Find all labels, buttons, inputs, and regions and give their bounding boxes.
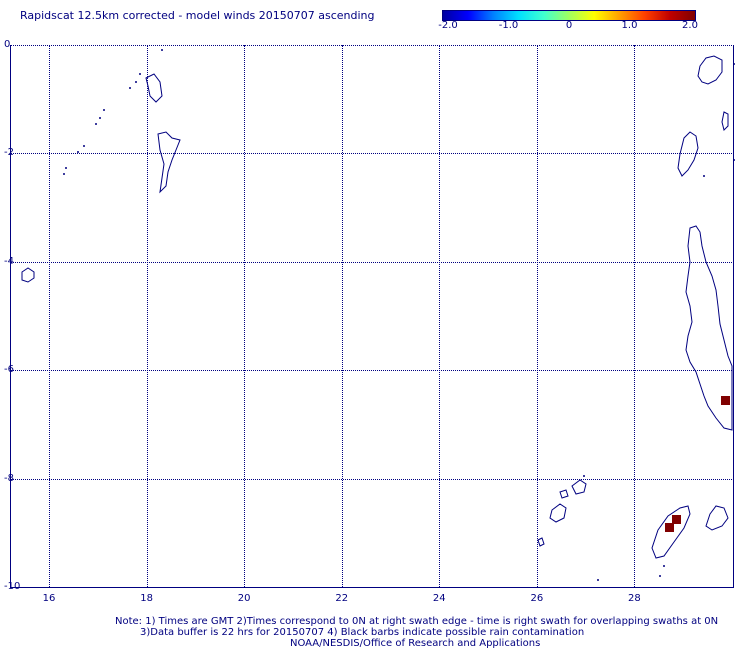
lake-lower-right-1 — [651, 505, 691, 559]
lake-upper-right-3 — [721, 111, 729, 131]
colorbar — [442, 10, 696, 21]
latitude-gridline — [10, 261, 732, 263]
longitude-label: 22 — [335, 593, 349, 604]
latitude-label: -10 — [4, 581, 21, 592]
lake-lower-right-2 — [705, 505, 729, 531]
longitude-gridline — [439, 45, 441, 587]
longitude-label: 24 — [432, 593, 446, 604]
lake-cluster-3 — [559, 489, 569, 499]
chart-title: Rapidscat 12.5km corrected - model winds… — [20, 9, 375, 22]
note-line-2: 3)Data buffer is 22 hrs for 20150707 4) … — [140, 627, 585, 638]
note-line-1: Note: 1) Times are GMT 2)Times correspon… — [115, 616, 719, 627]
note-line-3: NOAA/NESDIS/Office of Research and Appli… — [290, 638, 541, 649]
latitude-gridline — [10, 478, 732, 480]
latitude-gridline — [10, 153, 732, 155]
lake-tanganyika-outline — [685, 225, 733, 431]
lake-cluster-4 — [537, 537, 545, 547]
coast-dots — [63, 49, 735, 581]
longitude-gridline — [536, 45, 538, 587]
latitude-label: -2 — [4, 147, 14, 159]
latitude-gridline — [10, 45, 732, 46]
wind-cell — [671, 515, 681, 525]
lake-left — [21, 267, 35, 283]
longitude-gridline — [146, 45, 148, 587]
wind-cell — [664, 523, 674, 533]
map-plot-area — [10, 45, 734, 588]
lake-cluster-2 — [571, 479, 587, 495]
longitude-gridline — [634, 45, 636, 587]
longitude-gridline — [341, 45, 343, 587]
lake-upper-right-1 — [697, 55, 723, 85]
colorbar-tick-label: -2.0 — [438, 20, 458, 31]
coastlines — [21, 55, 733, 559]
lake-18-1 — [157, 131, 181, 194]
latitude-gridline — [10, 370, 732, 372]
longitude-gridline — [244, 45, 246, 587]
longitude-gridline — [49, 45, 51, 587]
latitude-label: -6 — [4, 364, 14, 376]
lake-cluster-1 — [549, 503, 567, 523]
latitude-label: -4 — [4, 255, 14, 267]
colorbar-tick-label: 2.0 — [682, 20, 698, 31]
latitude-label: 0 — [4, 39, 11, 50]
latitude-label: -8 — [4, 472, 14, 484]
longitude-label: 18 — [140, 593, 153, 604]
longitude-label: 20 — [237, 593, 251, 604]
wind-cell — [720, 396, 730, 405]
longitude-label: 16 — [42, 593, 56, 604]
longitude-label: 28 — [628, 593, 641, 604]
longitude-label: 26 — [530, 593, 544, 604]
lake-18-2 — [145, 73, 163, 103]
lake-upper-right-2 — [677, 131, 699, 177]
colorbar-tick-label: 1.0 — [621, 20, 638, 31]
colorbar-tick-label: 0 — [565, 20, 573, 31]
colorbar-tick-label: -1.0 — [498, 20, 519, 31]
